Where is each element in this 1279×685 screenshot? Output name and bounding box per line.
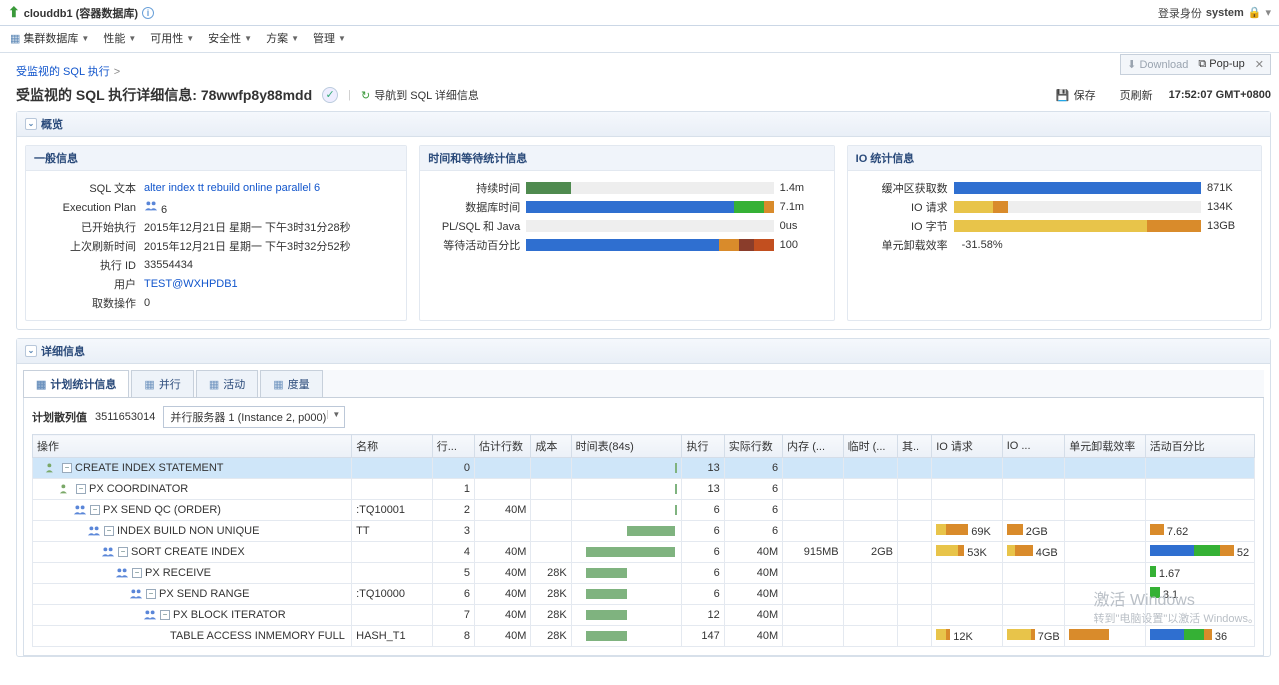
- info-icon[interactable]: i: [142, 7, 154, 19]
- menu-item-3[interactable]: 安全性 ▼: [208, 30, 252, 46]
- general-info-card: 一般信息 SQL 文本alter index tt rebuild online…: [25, 145, 407, 321]
- stat-row: 等待活动百分比100: [430, 237, 823, 253]
- tree-toggle[interactable]: −: [118, 547, 128, 557]
- breadcrumb-parent[interactable]: 受监视的 SQL 执行: [16, 66, 110, 78]
- menu-cluster-db[interactable]: ▦集群数据库▼: [10, 30, 89, 46]
- download-button[interactable]: ⬇ Download: [1127, 58, 1188, 71]
- nav-sql-detail-button[interactable]: ↻ 导航到 SQL 详细信息: [361, 87, 479, 103]
- target-label: clouddb1 (容器数据库): [24, 5, 138, 21]
- io-stats-card: IO 统计信息 缓冲区获取数871KIO 请求134KIO 字节13GB单元卸载…: [847, 145, 1262, 321]
- menu-item-1[interactable]: 性能 ▼: [103, 30, 136, 46]
- lock-icon: 🔒: [1248, 6, 1262, 19]
- col-header[interactable]: 执行: [682, 435, 724, 458]
- breadcrumb: 受监视的 SQL 执行>: [16, 63, 1271, 79]
- col-header[interactable]: 临时 (...: [843, 435, 897, 458]
- col-header[interactable]: 名称: [352, 435, 433, 458]
- stat-row: PL/SQL 和 Java0us: [430, 218, 823, 234]
- plan-hash-value: 3511653014: [95, 411, 155, 423]
- menu-item-2[interactable]: 可用性 ▼: [150, 30, 194, 46]
- col-header[interactable]: IO ...: [1002, 435, 1065, 458]
- plan-row[interactable]: TABLE ACCESS INMEMORY FULL HASH_T1 8 40M…: [33, 626, 1255, 647]
- collapse-icon[interactable]: ⌄: [25, 118, 37, 130]
- col-header[interactable]: 估计行数: [475, 435, 531, 458]
- plan-table: 操作名称行...估计行数成本时间表(84s)执行实际行数内存 (...临时 (.…: [32, 434, 1255, 647]
- logout-icon[interactable]: ▾: [1265, 6, 1271, 19]
- tree-toggle[interactable]: −: [160, 610, 170, 620]
- plan-row[interactable]: −SORT CREATE INDEX 4 40M 6 40M 915MB 2GB…: [33, 542, 1255, 563]
- login-label: 登录身份: [1158, 5, 1202, 21]
- kv-row: Execution Plan 6: [36, 199, 396, 216]
- stat-row: 缓冲区获取数871K: [858, 180, 1251, 196]
- kv-row: 用户TEST@WXHPDB1: [36, 276, 396, 292]
- tree-toggle[interactable]: −: [132, 568, 142, 578]
- plan-row[interactable]: −CREATE INDEX STATEMENT 0 13 6: [33, 458, 1255, 479]
- col-header[interactable]: 操作: [33, 435, 352, 458]
- col-header[interactable]: IO 请求: [932, 435, 1003, 458]
- plan-row[interactable]: −PX COORDINATOR 1 13 6: [33, 479, 1255, 500]
- popup-button[interactable]: ⧉ Pop-up: [1198, 58, 1244, 71]
- overview-panel: ⌄概览 一般信息 SQL 文本alter index tt rebuild on…: [16, 111, 1271, 330]
- col-header[interactable]: 其..: [897, 435, 931, 458]
- page-title: 受监视的 SQL 执行详细信息: 78wwfp8y88mdd: [16, 85, 312, 105]
- refresh-label: 页刷新: [1120, 87, 1153, 103]
- refresh-timestamp: 17:52:07 GMT+0800: [1169, 89, 1271, 101]
- login-user: system: [1206, 7, 1244, 19]
- stat-row: 数据库时间7.1m: [430, 199, 823, 215]
- tab-activity[interactable]: ▦活动: [196, 370, 258, 397]
- collapse-icon[interactable]: ⌄: [25, 345, 37, 357]
- stat-row: IO 字节13GB: [858, 218, 1251, 234]
- download-popup-box: ⬇ Download ⧉ Pop-up ✕: [1120, 54, 1271, 75]
- kv-row: 已开始执行2015年12月21日 星期一 下午3时31分28秒: [36, 219, 396, 235]
- status-up-icon: ⬆: [8, 4, 20, 21]
- tab-plan-stats[interactable]: ▦计划统计信息: [23, 370, 129, 397]
- plan-row[interactable]: −PX SEND RANGE :TQ10000 6 40M 28K 6 40M …: [33, 584, 1255, 605]
- menu-item-4[interactable]: 方案 ▼: [266, 30, 299, 46]
- target-name: ⬆ clouddb1 (容器数据库) i: [8, 4, 1158, 21]
- tree-toggle[interactable]: −: [62, 463, 72, 473]
- stat-row: 持续时间1.4m: [430, 180, 823, 196]
- col-header[interactable]: 内存 (...: [783, 435, 843, 458]
- kv-row: SQL 文本alter index tt rebuild online para…: [36, 180, 396, 196]
- kv-row: 取数操作0: [36, 295, 396, 311]
- tree-toggle[interactable]: −: [76, 484, 86, 494]
- menu-item-5[interactable]: 管理 ▼: [313, 30, 346, 46]
- col-header[interactable]: 成本: [531, 435, 571, 458]
- tree-toggle[interactable]: −: [146, 589, 156, 599]
- parallel-server-dropdown[interactable]: 并行服务器 1 (Instance 2, p000): [163, 406, 345, 428]
- kv-row: 执行 ID33554434: [36, 257, 396, 273]
- plan-row[interactable]: −PX RECEIVE 5 40M 28K 6 40M 1.67: [33, 563, 1255, 584]
- plan-row[interactable]: −INDEX BUILD NON UNIQUE TT 3 6 6 69K 2GB…: [33, 521, 1255, 542]
- stat-row: IO 请求134K: [858, 199, 1251, 215]
- detail-panel: ⌄详细信息 ▦计划统计信息▦并行▦活动▦度量 计划散列值 3511653014 …: [16, 338, 1271, 657]
- plan-row[interactable]: −PX SEND QC (ORDER) :TQ10001 2 40M 6 6: [33, 500, 1255, 521]
- plan-hash-label: 计划散列值: [32, 409, 87, 425]
- col-header[interactable]: 时间表(84s): [571, 435, 682, 458]
- tree-toggle[interactable]: −: [90, 505, 100, 515]
- kv-row: 上次刷新时间2015年12月21日 星期一 下午3时32分52秒: [36, 238, 396, 254]
- col-header[interactable]: 行...: [432, 435, 474, 458]
- col-header[interactable]: 活动百分比: [1145, 435, 1254, 458]
- status-check-icon: ✓: [322, 87, 338, 103]
- tab-metrics[interactable]: ▦度量: [260, 370, 322, 397]
- main-menu: ▦集群数据库▼ 性能 ▼ 可用性 ▼ 安全性 ▼ 方案 ▼ 管理 ▼: [0, 26, 1279, 53]
- col-header[interactable]: 实际行数: [724, 435, 782, 458]
- tree-toggle[interactable]: −: [104, 526, 114, 536]
- close-icon[interactable]: ✕: [1255, 58, 1264, 71]
- col-header[interactable]: 单元卸载效率: [1065, 435, 1146, 458]
- unload-ratio: 单元卸载效率-31.58%: [858, 237, 1251, 253]
- plan-row[interactable]: −PX BLOCK ITERATOR 7 40M 28K 12 40M: [33, 605, 1255, 626]
- save-button[interactable]: 💾 保存: [1056, 87, 1096, 103]
- time-wait-card: 时间和等待统计信息 持续时间1.4m数据库时间7.1mPL/SQL 和 Java…: [419, 145, 834, 321]
- tab-parallel[interactable]: ▦并行: [131, 370, 193, 397]
